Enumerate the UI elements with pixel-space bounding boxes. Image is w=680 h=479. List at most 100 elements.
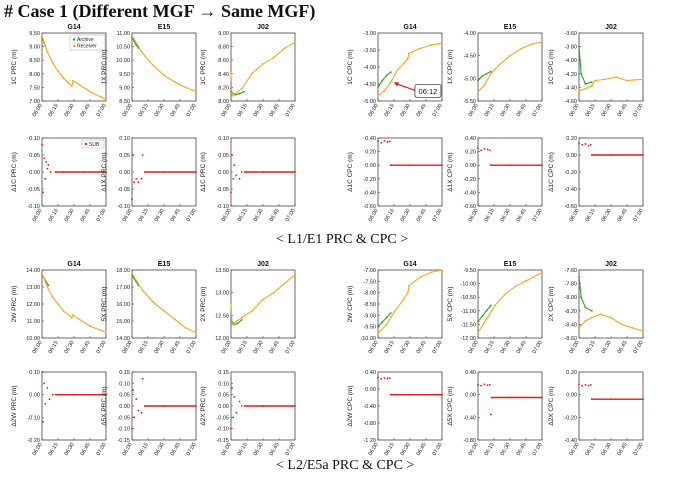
y-tick-label: 0.00: [365, 163, 376, 169]
y-tick-label: 0.00: [465, 163, 476, 169]
y-tick-label: 8.80: [218, 45, 229, 51]
data-point: [377, 376, 379, 379]
data-point: [477, 383, 479, 386]
y-tick-label: 0.00: [218, 170, 229, 176]
y-axis-label: Δ1X PRC (m): [101, 152, 108, 191]
data-point: [642, 78, 644, 81]
y-tick-label: -0.20: [564, 415, 577, 421]
subplot-title: J02: [605, 24, 617, 31]
x-tick-label: 06:00: [221, 340, 233, 355]
legend-marker-receiver: [72, 44, 76, 48]
data-point: [163, 74, 165, 77]
y-tick-label: 8.40: [218, 72, 229, 78]
x-tick-label: 06:00: [468, 208, 480, 223]
y-tick-label: -8.00: [363, 291, 376, 297]
data-point: [235, 411, 238, 414]
data-point: [47, 164, 50, 167]
x-tick-label: 06:45: [170, 103, 182, 118]
x-tick-label: 06:30: [64, 103, 76, 118]
x-tick-label: 06:45: [617, 442, 629, 457]
legend: SUB: [81, 139, 105, 149]
data-point: [283, 47, 286, 50]
y-tick-label: 0.00: [218, 404, 229, 410]
y-tick-label: -4.00: [564, 58, 577, 64]
y-tick-label: -0.60: [564, 204, 577, 210]
y-tick-label: 13.00: [26, 285, 40, 291]
subplot-title: E15: [158, 24, 171, 31]
data-point: [140, 177, 143, 180]
series-line: [477, 305, 492, 323]
data-point: [230, 303, 232, 305]
data-point: [78, 83, 81, 86]
subplot: -0.20 -0.10 0.00 0.10 06:00 06:15 06:30 06:45 07…: [11, 370, 108, 457]
x-tick-label: 06:30: [154, 442, 166, 457]
data-point: [514, 285, 517, 288]
x-tick-label: 06:15: [138, 103, 150, 118]
x-tick-label: 07:00: [633, 208, 645, 223]
subplot-title: G14: [67, 261, 80, 268]
data-point: [49, 171, 52, 173]
x-tick-label: 07:00: [432, 208, 444, 223]
data-point: [383, 377, 386, 379]
x-tick-label: 06:00: [221, 103, 233, 118]
subplot: G14 7.00 7.50 8.00 8.50 9.00 9.50 06:00 06:15 06:…: [11, 24, 108, 118]
subplot: -0.10 -0.05 0.00 0.05 0.10 06:00 06:15 06:30 06:…: [200, 136, 297, 223]
data-point: [477, 331, 479, 334]
data-point: [480, 149, 483, 152]
x-tick-label: 06:00: [368, 208, 380, 223]
x-tick-label: 07:00: [186, 442, 198, 457]
subplot: E15 -5.50 -5.00 -4.50 -4.00 06:00 06:15 06:30 06…: [447, 24, 544, 118]
data-point: [62, 76, 65, 79]
y-tick-label: 10.50: [116, 45, 130, 51]
data-point: [381, 79, 384, 82]
x-tick-label: 06:15: [585, 340, 597, 355]
data-point: [402, 62, 405, 65]
data-point: [184, 326, 187, 329]
data-point: [41, 34, 43, 37]
data-point: [408, 52, 410, 55]
data-point: [581, 384, 584, 387]
data-point: [163, 309, 165, 312]
y-tick-label: -0.05: [216, 187, 229, 193]
data-point: [51, 296, 54, 299]
legend-receiver: Receiver: [77, 44, 97, 50]
data-point: [44, 177, 47, 180]
data-point: [481, 75, 484, 77]
x-tick-label: 06:00: [368, 103, 380, 118]
x-tick-label: 06:00: [122, 340, 134, 355]
data-point: [599, 313, 602, 316]
data-point: [488, 149, 491, 152]
y-axis-label: Δ1X CPC (m): [447, 152, 454, 191]
y-tick-label: 9.00: [119, 85, 130, 91]
x-tick-label: 07:00: [96, 340, 108, 355]
subplot: -0.60 -0.40 -0.20 0.00 0.20 06:00 06:15 06:30 06…: [548, 136, 645, 223]
y-tick-label: -7.50: [363, 279, 376, 285]
data-point: [232, 416, 235, 419]
data-point: [589, 143, 592, 146]
data-point: [231, 323, 233, 326]
data-point: [51, 62, 54, 64]
y-tick-label: -0.05: [117, 187, 130, 193]
data-point: [41, 371, 43, 373]
y-tick-label: 0.40: [365, 370, 376, 376]
y-tick-label: -8.60: [564, 336, 577, 342]
series-line: [230, 41, 296, 98]
series-line: [578, 313, 644, 332]
x-tick-label: 06:30: [400, 208, 412, 223]
axes-frame: [578, 32, 644, 102]
y-tick-label: -5.00: [363, 99, 376, 105]
subplot: -1.20 -0.80 -0.40 0.00 0.40 06:00 06:15 06:30 06…: [347, 370, 444, 457]
y-tick-label: 0.00: [29, 393, 40, 399]
data-point: [430, 271, 433, 274]
data-point: [406, 291, 409, 294]
y-tick-label: -4.00: [363, 65, 376, 71]
data-point: [89, 325, 91, 327]
data-point: [141, 52, 144, 55]
y-tick-label: -9.50: [463, 268, 476, 274]
x-tick-label: 07:00: [633, 442, 645, 457]
data-point: [251, 72, 254, 75]
y-tick-label: -0.40: [363, 190, 376, 196]
y-tick-label: -0.20: [564, 170, 577, 176]
x-tick-label: 06:30: [64, 208, 76, 223]
series-line: [578, 76, 644, 92]
